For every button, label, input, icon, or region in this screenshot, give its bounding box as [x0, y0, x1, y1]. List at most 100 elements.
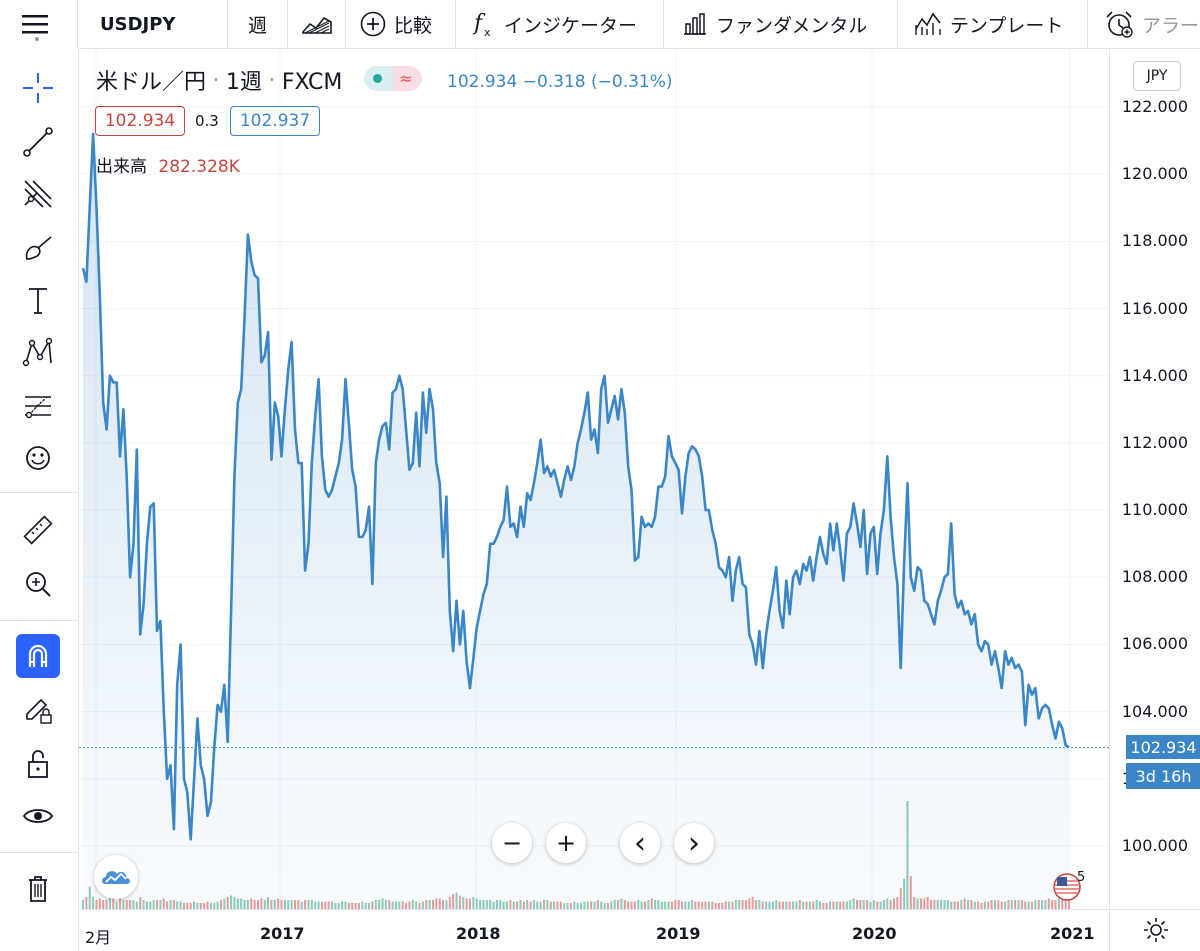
area-chart-icon [301, 16, 332, 34]
prediction-tool-button[interactable] [16, 384, 60, 428]
compare-button[interactable]: 比較 [346, 0, 456, 48]
price-tick-label: 106.000 [1121, 634, 1188, 654]
currency-label: JPY [1146, 68, 1168, 84]
chart-style-button[interactable] [288, 0, 346, 48]
tradingview-logo[interactable] [94, 855, 138, 899]
interval-button[interactable]: 週 [228, 0, 288, 48]
lock-all-button[interactable] [16, 742, 60, 786]
time-tick-label: 2021 [1050, 924, 1095, 943]
chart-pane[interactable] [79, 49, 1109, 909]
alerts-label: アラー [1142, 14, 1200, 37]
currency-button[interactable]: JPY [1133, 61, 1181, 91]
templates-button[interactable]: テンプレート [898, 0, 1088, 48]
bar-countdown-value: 3d 16h [1135, 766, 1192, 786]
drawing-toolbar [0, 37, 79, 950]
magnet-icon [28, 644, 48, 667]
lock-drawing-button[interactable] [16, 688, 60, 732]
cloud-logo-icon [102, 871, 130, 884]
price-chart[interactable] [79, 49, 1109, 909]
interval-label: 週 [247, 14, 267, 37]
brush-icon [25, 236, 52, 260]
template-icon [915, 12, 941, 35]
zoom-in-button[interactable]: + [546, 823, 586, 863]
plus-circle-icon [360, 11, 386, 37]
legend-last-change: 102.934 −0.318 (−0.31%) [447, 72, 673, 92]
legend-exchange: FXCM [281, 70, 343, 95]
pencil-lock-icon [26, 698, 52, 724]
economic-events-badge[interactable]: 5 [1052, 870, 1086, 902]
volume-label: 出来高 [96, 157, 147, 177]
bar-countdown-tag: 3d 16h [1126, 763, 1200, 789]
zoom-tool-button[interactable] [16, 562, 60, 606]
price-tick-label: 108.000 [1121, 567, 1188, 587]
price-tick-label: 122.000 [1121, 97, 1188, 116]
market-status-toggle[interactable]: ≈ [364, 66, 422, 91]
fundamentals-label: ファンダメンタル [716, 14, 868, 37]
indicators-label: インジケーター [504, 14, 638, 37]
scroll-right-button[interactable]: › [674, 823, 714, 863]
volume-legend: 出来高 282.328K [96, 152, 240, 177]
events-count: 5 [1077, 870, 1086, 885]
menu-button[interactable] [0, 0, 78, 48]
zoom-out-button[interactable]: − [492, 823, 532, 863]
alarm-clock-icon [1106, 11, 1133, 38]
trend-line-tool-button[interactable] [16, 120, 60, 164]
measure-tool-button[interactable] [16, 508, 60, 552]
templates-label: テンプレート [950, 14, 1064, 37]
bar-chart-icon [684, 13, 706, 35]
ask-price-box[interactable]: 102.937 [230, 106, 320, 136]
zoom-in-icon [26, 572, 51, 597]
legend-header: 米ドル／円 • 1週 • FXCM [96, 70, 343, 95]
bid-price-box[interactable]: 102.934 [95, 106, 185, 136]
menu-indicator-dot [35, 37, 39, 41]
scroll-left-button[interactable]: ‹ [620, 823, 660, 863]
hide-drawings-button[interactable] [16, 794, 60, 838]
bid-price: 102.934 [104, 111, 176, 131]
forecast-icon [25, 396, 51, 419]
svg-text:x: x [484, 26, 491, 38]
time-tick-label: 2018 [456, 924, 501, 943]
remove-drawings-button[interactable] [16, 866, 60, 910]
zoom-in-glyph: + [555, 829, 577, 857]
pattern-tool-button[interactable] [16, 330, 60, 374]
indicators-button[interactable]: f x インジケーター [456, 0, 664, 48]
trend-line-icon [23, 127, 53, 157]
legend-interval: 1週 [225, 70, 262, 95]
time-axis[interactable]: 2月 2017 2018 2019 2020 2021 [79, 909, 1109, 951]
text-tool-button[interactable] [16, 278, 60, 322]
symbol-search-button[interactable]: USDJPY [78, 0, 228, 48]
fib-tool-button[interactable] [16, 172, 60, 216]
time-tick-label: 2019 [656, 924, 701, 943]
price-tick-label: 100.000 [1121, 836, 1188, 855]
price-tick-label: 118.000 [1121, 231, 1188, 251]
toolbar-divider [0, 620, 78, 621]
toolbar-divider [0, 492, 78, 493]
magnet-mode-button[interactable] [16, 634, 60, 678]
price-tick-label: 116.000 [1121, 298, 1188, 318]
eye-icon [22, 809, 54, 823]
alerts-button[interactable]: アラー [1088, 0, 1200, 48]
spread-value: 0.3 [195, 112, 219, 130]
current-price-tag: 102.934 [1126, 735, 1200, 759]
price-tick-label: 110.000 [1121, 500, 1188, 520]
time-tick-label: 2月 [85, 928, 112, 947]
chart-settings-button[interactable] [1109, 909, 1200, 951]
zoom-out-glyph: − [501, 829, 523, 857]
ruler-icon [23, 515, 53, 545]
us-flag-icon [1053, 873, 1081, 901]
unlock-icon [28, 750, 48, 778]
emoji-tool-button[interactable] [16, 436, 60, 480]
fundamentals-button[interactable]: ファンダメンタル [664, 0, 898, 48]
smiley-icon [26, 446, 50, 470]
volume-value: 282.328K [158, 157, 240, 177]
symbol-label: USDJPY [100, 13, 176, 35]
price-line [81, 132, 1070, 841]
toolbar-divider [0, 852, 78, 853]
price-axis[interactable]: JPY 122.000 120.000 118.000 116.000 114.000 1… [1109, 49, 1200, 909]
compare-label: 比較 [394, 14, 433, 37]
delayed-data-icon: ≈ [399, 69, 413, 88]
price-area-fill [83, 133, 1069, 909]
crosshair-tool-button[interactable] [16, 66, 60, 110]
crosshair-icon [23, 73, 53, 103]
brush-tool-button[interactable] [16, 226, 60, 270]
